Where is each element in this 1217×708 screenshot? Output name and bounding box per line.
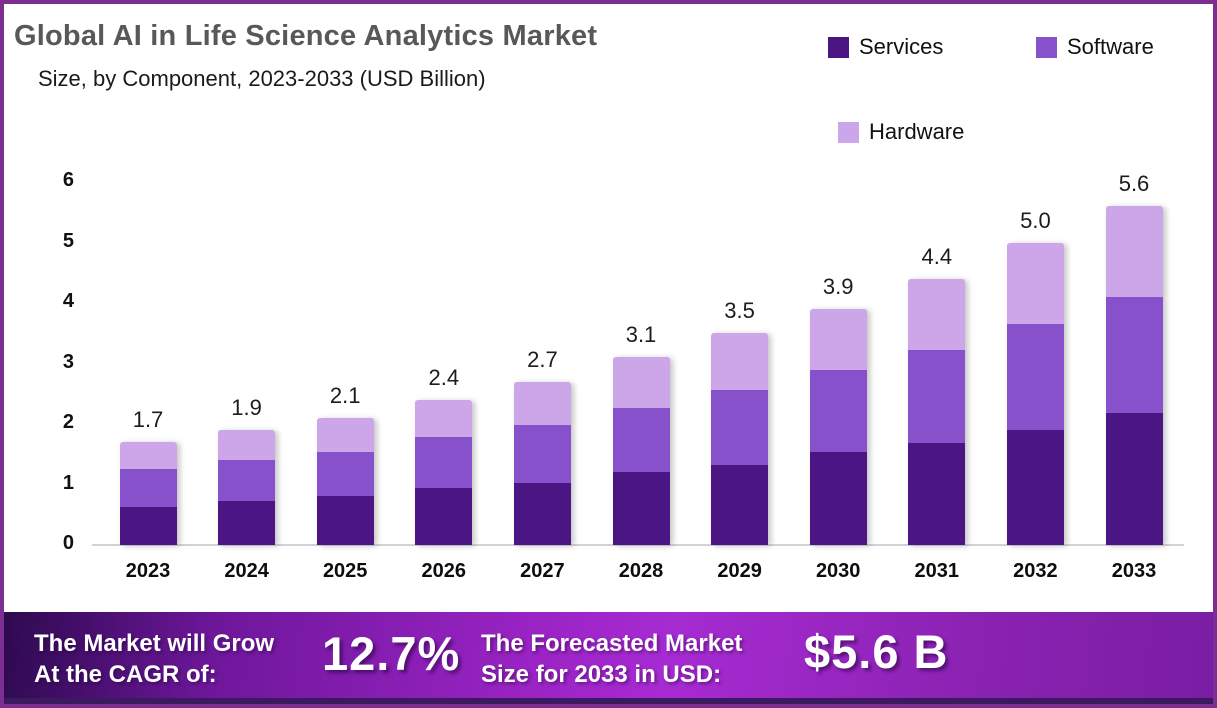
x-tick-label-2026: 2026 <box>421 560 467 582</box>
bar-segment-hardware-2030 <box>809 309 867 371</box>
forecast-label-line1: The Forecasted Market <box>481 630 743 657</box>
y-tick-label: 1 <box>62 471 74 494</box>
bar-total-label-2025: 2.1 <box>329 382 361 408</box>
bar-segment-software-2031 <box>908 350 966 444</box>
x-tick-label-2029: 2029 <box>717 560 762 582</box>
bar-segment-software-2033 <box>1105 296 1163 414</box>
bar-segment-services-2030 <box>809 452 867 545</box>
y-tick-label: 3 <box>62 350 74 373</box>
bottom-banner: The Market will Grow At the CAGR of: 12.… <box>4 612 1213 704</box>
y-tick-label: 0 <box>62 532 74 554</box>
bar-total-label-2028: 3.1 <box>625 322 657 348</box>
bar-segment-software-2023 <box>119 469 177 507</box>
legend-label-software: Software <box>1067 34 1154 59</box>
cagr-value: 12.7% <box>322 627 461 680</box>
page-subtitle: Size, by Component, 2023-2033 (USD Billi… <box>38 66 486 91</box>
legend-item-hardware: Hardware <box>838 119 964 145</box>
bar-segment-services-2033 <box>1105 413 1163 545</box>
page-title: Global AI in Life Science Analytics Mark… <box>14 20 598 52</box>
x-tick-label-2033: 2033 <box>1111 560 1157 582</box>
bar-total-label-2026: 2.4 <box>428 364 460 390</box>
x-tick-label-2032: 2032 <box>1013 560 1058 582</box>
stacked-bar-2023 <box>119 442 177 545</box>
y-tick-label: 2 <box>62 411 74 433</box>
bar-segment-services-2029 <box>711 465 769 545</box>
software-swatch <box>1036 36 1057 58</box>
bar-segment-hardware-2023 <box>119 442 177 470</box>
bar-segment-hardware-2024 <box>218 430 276 461</box>
cagr-label-line2: At the CAGR of: <box>34 661 217 688</box>
bar-segment-hardware-2027 <box>513 381 571 426</box>
services-swatch <box>828 36 849 58</box>
legend-item-software: Software <box>1036 34 1154 60</box>
bar-segment-services-2032 <box>1006 430 1064 545</box>
bar-segment-software-2024 <box>218 460 276 501</box>
legend-item-services: Services <box>828 34 943 60</box>
stacked-bar-2024 <box>218 430 276 545</box>
bar-segment-software-2026 <box>415 436 473 489</box>
stacked-bar-2026 <box>415 399 473 545</box>
bar-total-label-2031: 4.4 <box>921 243 953 269</box>
bar-segment-hardware-2032 <box>1006 242 1064 325</box>
cagr-label: The Market will Grow At the CAGR of: <box>34 628 274 690</box>
bar-segment-software-2025 <box>316 451 374 496</box>
bar-total-label-2032: 5.0 <box>1020 207 1051 233</box>
bar-segment-software-2029 <box>711 389 769 466</box>
bar-segment-hardware-2026 <box>415 399 473 437</box>
cagr-label-line1: The Market will Grow <box>34 630 275 657</box>
bar-total-label-2023: 1.7 <box>132 407 164 433</box>
stacked-bar-2033 <box>1105 206 1163 545</box>
forecast-label-line2: Size for 2033 in USD: <box>481 661 722 688</box>
bar-segment-hardware-2028 <box>612 357 670 409</box>
bar-total-label-2030: 3.9 <box>822 274 854 300</box>
x-tick-label-2025: 2025 <box>322 560 368 582</box>
bar-segment-hardware-2029 <box>711 333 769 390</box>
x-tick-label-2031: 2031 <box>914 560 960 582</box>
bar-segment-services-2031 <box>908 443 966 545</box>
x-tick-label-2024: 2024 <box>224 560 269 582</box>
bar-segment-hardware-2031 <box>908 278 966 351</box>
x-tick-label-2023: 2023 <box>125 560 171 582</box>
bar-segment-software-2027 <box>513 425 571 483</box>
hardware-swatch <box>838 121 859 143</box>
stacked-bar-2028 <box>612 357 670 545</box>
bar-segment-software-2028 <box>612 408 670 473</box>
chart: 0 1 2 3 4 5 6 1.7 2023 1.9 2024 2.1 2025 2.4 2026 2.7 20… <box>4 4 1213 612</box>
x-tick-label-2027: 2027 <box>520 560 565 582</box>
bar-segment-software-2030 <box>809 370 867 453</box>
stacked-bar-2032 <box>1006 242 1064 546</box>
x-axis-line <box>92 544 1184 546</box>
x-tick-label-2030: 2030 <box>815 560 861 582</box>
legend-label-hardware: Hardware <box>869 119 965 144</box>
y-tick-label: 4 <box>62 290 74 312</box>
bar-segment-services-2025 <box>316 495 374 545</box>
bar-total-label-2029: 3.5 <box>724 298 755 324</box>
bar-segment-services-2026 <box>415 488 473 545</box>
bar-segment-services-2028 <box>612 472 670 545</box>
forecast-label: The Forecasted Market Size for 2033 in U… <box>481 628 742 690</box>
banner-bottom-strip <box>4 698 1213 704</box>
y-tick-label: 5 <box>62 229 74 252</box>
bar-total-label-2027: 2.7 <box>527 346 558 372</box>
x-tick-label-2028: 2028 <box>618 560 664 582</box>
bar-total-label-2033: 5.6 <box>1118 171 1150 197</box>
bar-segment-services-2027 <box>513 482 571 545</box>
bar-segment-services-2024 <box>218 500 276 545</box>
bar-segment-services-2023 <box>119 506 177 545</box>
stacked-bar-2029 <box>711 333 769 545</box>
bar-segment-software-2032 <box>1006 324 1064 431</box>
stacked-bar-2025 <box>316 417 374 545</box>
stacked-bar-2030 <box>809 309 867 545</box>
forecast-value: $5.6 B <box>804 625 949 678</box>
y-tick-label: 6 <box>62 169 74 191</box>
legend-label-services: Services <box>859 34 944 59</box>
bar-segment-hardware-2025 <box>316 417 374 452</box>
bar-total-label-2024: 1.9 <box>231 395 262 421</box>
stacked-bar-2027 <box>513 381 571 545</box>
bar-segment-hardware-2033 <box>1105 206 1163 297</box>
stacked-bar-2031 <box>908 278 966 545</box>
